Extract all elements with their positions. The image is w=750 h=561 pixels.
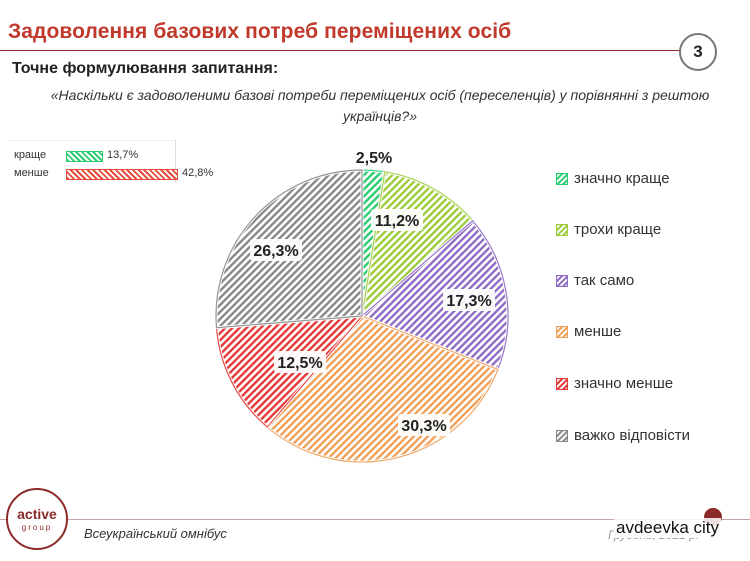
data-label-bg — [443, 289, 495, 311]
data-label: 17,3% — [446, 293, 491, 310]
summary-value: 42,8% — [182, 167, 214, 179]
data-label-bg — [398, 414, 450, 436]
pie-slice-outline — [360, 219, 509, 371]
logo-subtext: group — [21, 523, 53, 532]
title-divider — [0, 50, 690, 51]
page-number-badge: 3 — [679, 33, 717, 71]
summary-bar-less — [66, 169, 178, 180]
pie-slice-outline — [361, 171, 474, 318]
question-heading: Точне формулювання запитання: — [12, 60, 279, 77]
summary-bar-better — [66, 151, 103, 162]
site-watermark: avdeevka city — [614, 518, 721, 538]
data-label: 11,2% — [375, 213, 419, 230]
data-label: 2,5% — [356, 150, 392, 167]
page-title: Задоволення базових потреб переміщених о… — [8, 20, 512, 43]
legend-label: значно менше — [574, 375, 674, 392]
footer-source: Всеукраїнський омнібус — [84, 526, 227, 541]
pie-slice-outline — [215, 169, 363, 329]
legend-label: менше — [574, 323, 622, 340]
data-label-bg — [371, 209, 423, 231]
legend-label: значно краще — [574, 170, 670, 187]
logo-text: active — [17, 506, 57, 522]
data-label: 12,5% — [277, 355, 322, 372]
question-text: «Наскільки є задоволеними базові потреби… — [50, 87, 710, 124]
active-group-logo: active group — [6, 488, 68, 550]
data-label-bg — [348, 146, 400, 168]
legend-label: трохи краще — [574, 221, 662, 238]
data-label-bg — [250, 239, 302, 261]
pie-slice-outline — [266, 315, 499, 463]
summary-label: краще — [14, 149, 47, 161]
summary-value: 13,7% — [107, 149, 139, 161]
legend-swatch — [556, 326, 568, 338]
legend-label: важко відповісти — [574, 427, 690, 444]
summary-panel: краще 13,7% менше 42,8% — [10, 140, 213, 183]
legend-swatch — [556, 430, 568, 442]
data-label-bg — [274, 351, 326, 373]
data-label: 30,3% — [401, 418, 446, 435]
footer-divider — [0, 519, 750, 520]
data-label: 26,3% — [253, 243, 298, 260]
legend-label: так само — [574, 272, 635, 289]
legend-swatch — [556, 224, 568, 236]
legend-swatch — [556, 275, 568, 287]
legend-swatch — [556, 173, 568, 185]
legend-swatch — [556, 378, 568, 390]
summary-label: менше — [14, 167, 49, 179]
pie-slice-outline — [215, 315, 364, 428]
